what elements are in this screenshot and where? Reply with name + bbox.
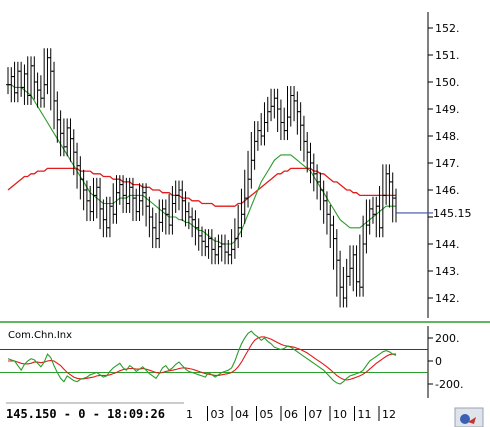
- date-tick-label: 06: [284, 408, 298, 421]
- indicator-axis-ticks: 200. 0 -200.: [428, 332, 463, 391]
- status-readout: 145.150 - 0 - 18:09:26: [6, 407, 165, 421]
- price-tick-label: 147.: [435, 157, 460, 170]
- price-tick-label: 142.: [435, 292, 460, 305]
- price-tick-label: 146.: [435, 184, 460, 197]
- date-tick-label: 05: [260, 408, 274, 421]
- date-tick-label: 07: [309, 408, 323, 421]
- price-tick-label: 150.: [435, 76, 460, 89]
- price-tick-label: 148.: [435, 130, 460, 143]
- date-tick-label: 03: [211, 408, 225, 421]
- date-axis-ticks: 1 03 04 05 06 07 10 11 12: [186, 406, 396, 421]
- date-axis: 145.150 - 0 - 18:09:26 1 03 04 05 06 07 10 11 12: [6, 402, 396, 421]
- current-price-label: 145.15: [433, 207, 472, 220]
- indicator-tick-label: 200.: [435, 332, 460, 345]
- date-tick-label: 10: [333, 408, 347, 421]
- price-tick-label: 152.: [435, 22, 460, 35]
- date-tick-label: 12: [382, 408, 396, 421]
- price-axis-ticks: 152. 151. 150. 149. 148. 147. 146. 144. 143. 142.: [428, 22, 460, 305]
- price-panel: 152. 151. 150. 149. 148. 147. 146. 144. 143. 142.…: [6, 12, 472, 318]
- date-tick-label: 04: [235, 408, 249, 421]
- date-tick-label: 1: [186, 408, 193, 421]
- fast-moving-average-line: [8, 84, 396, 245]
- indicator-panel: Com.Chn.Inx 200. 0 -200.: [0, 326, 463, 398]
- corner-tool-button[interactable]: [454, 407, 484, 427]
- indicator-name: Com.Chn.Inx: [8, 330, 72, 341]
- indicator-tick-label: 0: [435, 355, 442, 368]
- price-tick-label: 151.: [435, 49, 460, 62]
- price-tick-label: 144.: [435, 238, 460, 251]
- indicator-line: [7, 330, 397, 385]
- price-tick-label: 149.: [435, 103, 460, 116]
- indicator-signal-line: [8, 336, 396, 381]
- price-tick-label: 143.: [435, 265, 460, 278]
- slow-moving-average-line: [7, 167, 396, 207]
- date-tick-label: 11: [358, 408, 372, 421]
- price-bars: [6, 48, 398, 308]
- indicator-tick-label: -200.: [435, 378, 463, 391]
- tool-icon: [460, 414, 476, 424]
